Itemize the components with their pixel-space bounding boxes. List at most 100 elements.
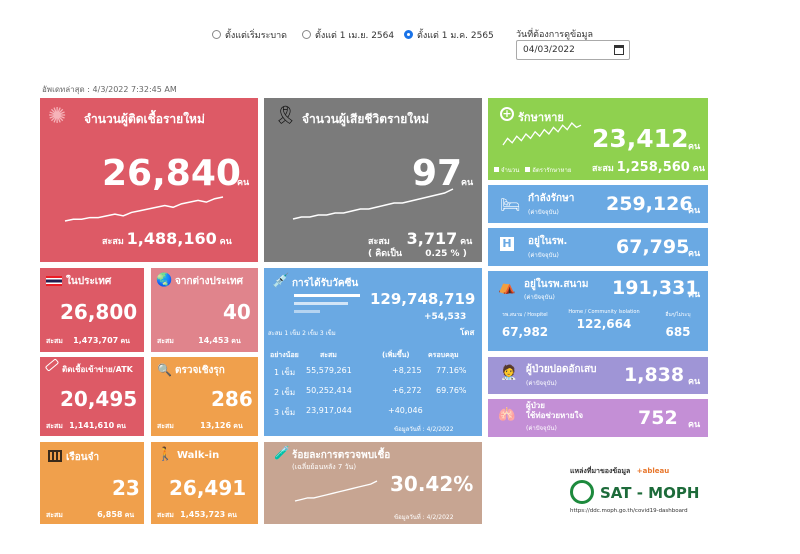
active-search-title: ตรวจเชิงรุก (175, 365, 225, 376)
prison-cumulative: สะสม 6,858 คน (46, 510, 135, 519)
tile-ventilator: 🫁 ผู้ป่วย ใช้ท่อช่วยหายใจ (ค่าปัจจุบัน) 7… (488, 399, 708, 437)
vaccine-title: การได้รับวัคซีน (292, 278, 359, 289)
ventilator-value: 752 (638, 407, 678, 429)
recovered-sparkline (502, 122, 582, 146)
field-col-other: อื่นๆ/ไม่ระบุ 685 (665, 312, 691, 339)
atk-value: 20,495 (60, 387, 138, 411)
domestic-title: ในประเทศ (66, 276, 112, 287)
hospital-unit: คน (688, 249, 701, 259)
field-value: 191,331 (612, 277, 699, 299)
tile-positivity: 🧪 ร้อยละการตรวจพบเชื้อ (เฉลี่ยย้อนหลัง 7… (264, 442, 482, 524)
field-title: อยู่ในรพ.สนาม (524, 279, 589, 290)
syringe-icon: 💉 (272, 273, 290, 289)
positivity-date: ข้อมูลวันที่ : 4/2/2022 (394, 514, 454, 521)
vaccine-total: 129,748,719 (370, 290, 476, 308)
walkin-title: Walk-in (177, 450, 220, 461)
hospital-icon: H (500, 237, 514, 251)
source-link[interactable]: https://ddc.moph.go.th/covid19-dashboard (570, 508, 688, 514)
vaccine-progress-2 (294, 302, 348, 305)
patient-icon: 🧑‍⚕ (500, 365, 518, 381)
ventilator-unit: คน (688, 420, 701, 430)
walkin-value: 26,491 (169, 476, 247, 500)
vaccine-date: ข้อมูลวันที่ : 4/2/2022 (394, 426, 454, 433)
filter-option-jan65[interactable]: ตั้งแต่ 1 ม.ค. 2565 (404, 28, 494, 42)
recovered-unit: คน (688, 142, 701, 152)
vaccine-progress (294, 294, 360, 297)
deaths-value: 97 (412, 153, 463, 194)
radio-jan65[interactable] (404, 30, 413, 39)
hospital-value: 67,795 (616, 236, 690, 258)
cases-cumulative: สะสม 1,488,160 คน (102, 229, 232, 248)
pneumonia-sub: (ค่าปัจจุบัน) (526, 380, 557, 387)
lab-icon: 🧪 (274, 446, 291, 461)
prison-value: 23 (112, 476, 140, 500)
last-updated: อัพเดทล่าสุด : 4/3/2022 7:32:45 AM (42, 85, 177, 94)
date-input-value: 04/03/2022 (523, 45, 575, 55)
filter-bar: ตั้งแต่เริ่มระบาด ตั้งแต่ 1 เม.ย. 2564 ต… (212, 26, 652, 46)
radio-all[interactable] (212, 30, 221, 39)
hospital-sub: (ค่าปัจจุบัน) (528, 252, 559, 259)
plus-icon: + (500, 107, 514, 121)
source-block: แหล่งที่มาของข้อมูล +ableau SAT - MOPH h… (570, 466, 710, 526)
atk-cumulative: สะสม 1,141,610 คน (46, 421, 126, 430)
vaccine-progress-3 (294, 310, 320, 313)
cases-sparkline (64, 196, 224, 222)
field-sub: (ค่าปัจจุบัน) (524, 294, 555, 301)
brand-title: SAT - MOPH (600, 484, 700, 502)
ribbon-icon: 🎗 (274, 105, 297, 126)
filter-option-apr64[interactable]: ตั้งแต่ 1 เม.ย. 2564 (302, 28, 394, 42)
field-unit: คน (688, 290, 701, 300)
tile-field-hospital: ⛺ อยู่ในรพ.สนาม (ค่าปัจจุบัน) 191,331 คน… (488, 271, 708, 351)
vaccine-legend: สะสม 1 เข็ม 2 เข็ม 3 เข็ม (268, 330, 336, 337)
magnifier-icon: 🔍 (157, 363, 172, 377)
tile-recovered: + รักษาหาย 23,412 คน จำนวน อัตรารักษาหาย… (488, 98, 708, 180)
thai-flag-icon (46, 276, 62, 286)
treating-value: 259,126 (606, 193, 693, 215)
vaccine-delta: +54,533 (424, 312, 467, 322)
atk-title: ติดเชื้อเข้าข่าย/ATK (62, 365, 133, 374)
tile-pneumonia: 🧑‍⚕ ผู้ป่วยปอดอักเสบ (ค่าปัจจุบัน) 1,838… (488, 357, 708, 394)
bed-icon: 🛏 (500, 195, 521, 214)
tile-abroad: 🌏 จากต่างประเทศ 40 สะสม 14,453 คน (151, 268, 258, 352)
tile-treating: 🛏 กำลังรักษา (ค่าปัจจุบัน) 259,126 คน (488, 185, 708, 223)
pneumonia-unit: คน (688, 377, 701, 387)
tile-prison: เรือนจำ 23 สะสม 6,858 คน (40, 442, 144, 524)
deaths-title: จำนวนผู้เสียชีวิตรายใหม่ (302, 112, 429, 126)
active-search-value: 286 (211, 387, 253, 411)
positivity-title: ร้อยละการตรวจพบเชื้อ (292, 450, 391, 461)
walkin-cumulative: สะสม 1,453,723 คน (157, 510, 237, 519)
deaths-unit: คน (461, 178, 474, 188)
abroad-value: 40 (223, 300, 251, 324)
test-kit-icon (44, 358, 60, 372)
filter-option-all[interactable]: ตั้งแต่เริ่มระบาด (212, 28, 287, 42)
active-search-cumulative: สะสม 13,126 คน (157, 421, 243, 430)
positivity-sub: (เฉลี่ยย้อนหลัง 7 วัน) (292, 463, 357, 471)
tent-icon: ⛺ (498, 279, 516, 295)
treating-sub: (ค่าปัจจุบัน) (528, 209, 559, 216)
prison-title: เรือนจำ (66, 452, 100, 463)
recovered-legend: จำนวน อัตรารักษาหาย (494, 165, 571, 175)
moph-logo (570, 480, 594, 504)
abroad-cumulative: สะสม 14,453 คน (157, 336, 241, 345)
recovered-title: รักษาหาย (518, 111, 564, 124)
walking-icon: 🚶 (157, 447, 174, 462)
tile-new-cases: ✺ จำนวนผู้ติดเชื้อรายใหม่ 26,840 คน สะสม… (40, 98, 258, 262)
tile-domestic: ในประเทศ 26,800 สะสม 1,473,707 คน (40, 268, 144, 352)
date-input[interactable]: 04/03/2022 (516, 40, 630, 60)
calendar-icon[interactable] (614, 45, 624, 55)
hospital-title: อยู่ในรพ. (528, 236, 568, 247)
cases-value: 26,840 (102, 153, 241, 194)
treating-unit: คน (688, 206, 701, 216)
tile-hospital: H อยู่ในรพ. (ค่าปัจจุบัน) 67,795 คน (488, 228, 708, 266)
field-col-hospitel: รพ.สนาม / Hospitel 67,982 (501, 312, 549, 339)
radio-apr64[interactable] (302, 30, 311, 39)
positivity-sparkline (294, 480, 378, 502)
virus-icon: ✺ (48, 104, 67, 129)
pneumonia-value: 1,838 (624, 364, 685, 386)
pneumonia-title: ผู้ป่วยปอดอักเสบ (526, 364, 597, 375)
tile-walkin: 🚶 Walk-in 26,491 สะสม 1,453,723 คน (151, 442, 258, 524)
treating-title: กำลังรักษา (528, 193, 575, 204)
deaths-cumulative: สะสม 3,717 คน (368, 229, 473, 248)
globe-icon: 🌏 (156, 273, 173, 288)
tableau-logo: +ableau (636, 467, 670, 475)
